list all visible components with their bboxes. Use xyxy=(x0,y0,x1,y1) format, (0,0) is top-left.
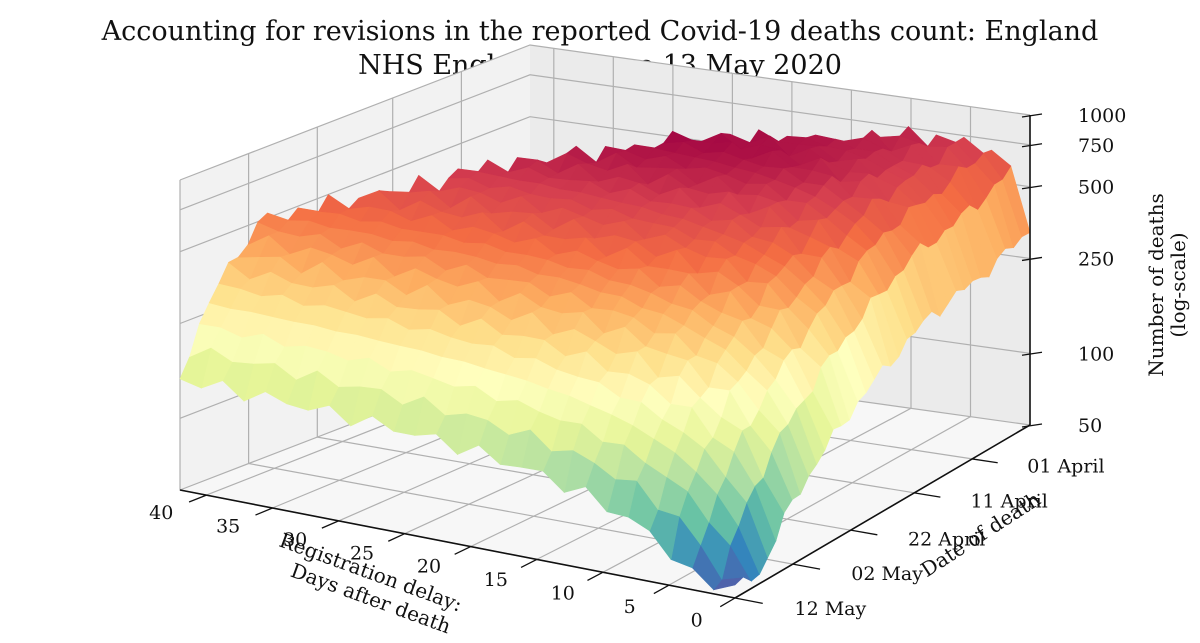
x-tick-label: 25 xyxy=(350,542,374,564)
x-tick-label: 20 xyxy=(417,556,441,578)
y-tick-label: 12 May xyxy=(795,598,867,620)
y-tick xyxy=(734,597,763,605)
x-tick xyxy=(387,533,405,542)
tick-marks xyxy=(188,113,1043,608)
x-tick xyxy=(321,520,339,529)
surface-patch xyxy=(982,149,1012,180)
x-tick-label: 10 xyxy=(551,583,575,605)
y-tick-label: 22 April xyxy=(908,528,985,550)
z-tick-label: 500 xyxy=(1078,177,1114,199)
x-tick-label: 5 xyxy=(624,596,636,618)
chart-title: Accounting for revisions in the reported… xyxy=(101,16,1099,47)
gridline-z xyxy=(179,44,1031,181)
x-tick xyxy=(520,558,538,568)
z-tick xyxy=(1021,185,1043,190)
x-tick xyxy=(188,494,207,503)
z-tick xyxy=(1021,143,1043,148)
x-tick xyxy=(653,584,670,595)
x-tick-label: 0 xyxy=(691,609,703,631)
x-tick xyxy=(255,507,273,516)
z-tick xyxy=(1021,113,1043,118)
x-tick-label: 30 xyxy=(283,529,307,551)
z-tick-label: 50 xyxy=(1078,415,1102,437)
x-tick xyxy=(454,545,471,555)
x-tick xyxy=(719,597,736,608)
x-tick-label: 40 xyxy=(149,502,173,524)
z-tick-label: 250 xyxy=(1078,248,1114,270)
z-tick-label: 1000 xyxy=(1078,105,1126,127)
surface-mesh xyxy=(179,125,1031,591)
z-axis-label: (log-scale) xyxy=(1166,232,1190,337)
y-axis-line xyxy=(734,424,1031,599)
y-tick xyxy=(914,492,941,498)
y-tick xyxy=(972,458,998,464)
x-tick-label: 35 xyxy=(216,515,240,537)
z-tick xyxy=(1021,351,1043,356)
y-tick xyxy=(792,563,821,570)
z-axis-label: Number of deaths xyxy=(1144,193,1168,376)
z-tick-label: 750 xyxy=(1078,135,1114,157)
y-tick xyxy=(850,529,878,536)
z-tick-label: 100 xyxy=(1078,343,1114,365)
z-tick xyxy=(1021,423,1043,428)
y-tick-label: 11 April xyxy=(970,490,1047,512)
x-tick-label: 15 xyxy=(484,569,508,591)
z-tick xyxy=(1021,256,1043,262)
y-tick-label: 01 April xyxy=(1027,456,1104,478)
gridline-z xyxy=(179,74,1031,211)
y-tick-label: 02 May xyxy=(851,563,923,585)
x-tick xyxy=(587,571,604,582)
